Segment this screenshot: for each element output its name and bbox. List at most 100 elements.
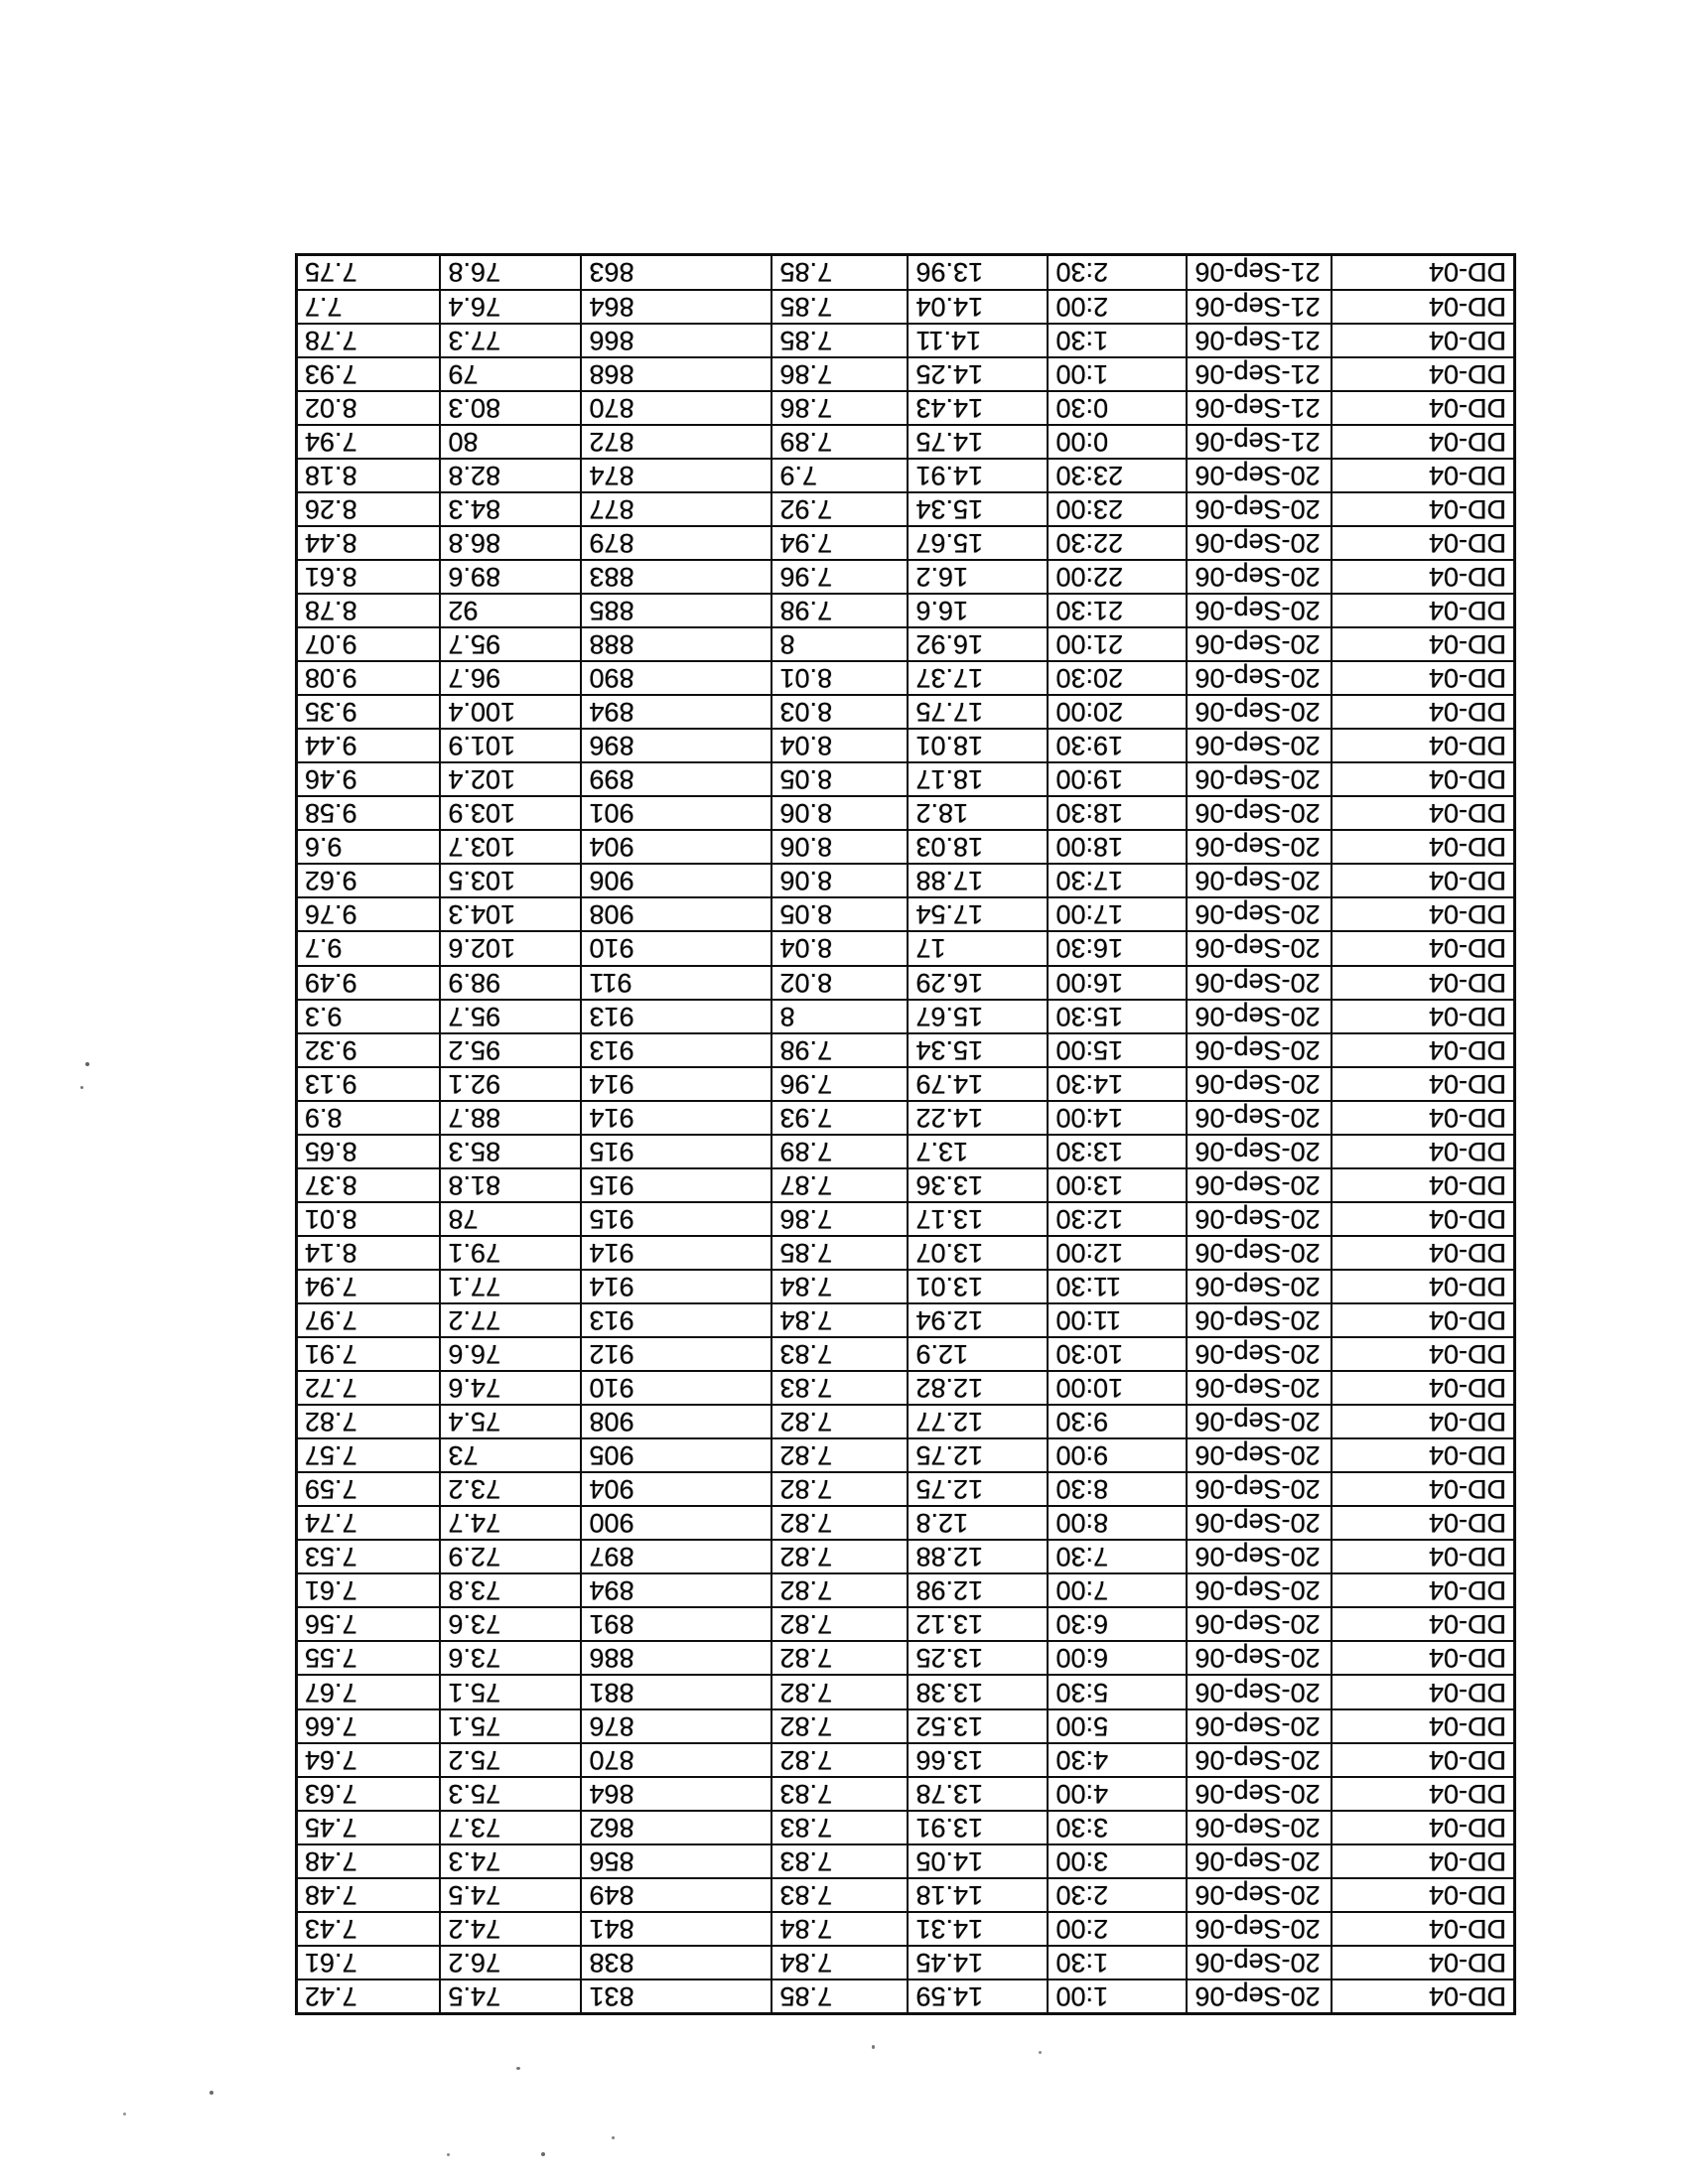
data-table: DD-04 20-Sep-06 1:00 14.59 7.85 831 74.5 7.42 DD… [295, 253, 1516, 2015]
cell: 894 [581, 695, 772, 730]
cell: 74.5 [440, 1979, 582, 2014]
cell: 15.34 [908, 1032, 1049, 1067]
cell: 14.31 [908, 1911, 1049, 1946]
cell: 17.37 [908, 661, 1049, 696]
cell: 14.04 [908, 289, 1049, 324]
cell: 6:00 [1048, 1641, 1188, 1676]
cell: 13.91 [908, 1810, 1049, 1844]
cell: 14:30 [1048, 1066, 1188, 1101]
cell: 20-Sep-06 [1187, 999, 1333, 1033]
cell: 20-Sep-06 [1187, 1911, 1333, 1946]
cell: 7.82 [772, 1472, 909, 1507]
table-row: DD-04 20-Sep-06 20:00 17.75 8.03 894 100.4 9.35 [296, 695, 1515, 730]
table-row: DD-04 20-Sep-06 13:00 13.36 7.87 915 81.8 8.37 [296, 1167, 1515, 1202]
cell: DD-04 [1332, 1810, 1515, 1844]
cell: 13:30 [1048, 1134, 1188, 1168]
cell: 7.74 [296, 1506, 441, 1541]
cell: 14.25 [908, 356, 1049, 391]
cell: DD-04 [1332, 1607, 1515, 1642]
cell: 7.78 [296, 323, 441, 357]
cell: 13.96 [908, 254, 1049, 290]
cell: 15:30 [1048, 999, 1188, 1033]
cell: 13.17 [908, 1201, 1049, 1236]
cell: 77.3 [440, 323, 582, 357]
table-row: DD-04 20-Sep-06 10:30 12.9 7.83 912 76.6 7.91 [296, 1337, 1515, 1372]
cell: 864 [581, 289, 772, 324]
cell: 7.85 [772, 1235, 909, 1270]
table-row: DD-04 20-Sep-06 3:00 14.05 7.83 856 74.3 7.48 [296, 1843, 1515, 1878]
cell: 1:30 [1048, 1945, 1188, 1979]
cell: 841 [581, 1911, 772, 1946]
cell: 883 [581, 559, 772, 594]
cell: 18.03 [908, 830, 1049, 865]
cell: 870 [581, 1742, 772, 1777]
cell: 905 [581, 1438, 772, 1473]
cell: 912 [581, 1337, 772, 1372]
cell: 15.34 [908, 491, 1049, 526]
table-row: DD-04 20-Sep-06 9:00 12.75 7.82 905 73 7.57 [296, 1438, 1515, 1473]
table-row: DD-04 20-Sep-06 17:00 17.54 8.05 908 104.3 9.76 [296, 897, 1515, 932]
cell: 17.54 [908, 897, 1049, 932]
cell: 0:30 [1048, 390, 1188, 425]
cell: 20-Sep-06 [1187, 627, 1333, 662]
cell: 73.7 [440, 1810, 582, 1844]
cell: 7.48 [296, 1843, 441, 1878]
cell: DD-04 [1332, 1371, 1515, 1406]
cell: 11:30 [1048, 1269, 1188, 1303]
cell: 7.48 [296, 1877, 441, 1912]
cell: 14.91 [908, 458, 1049, 492]
cell: DD-04 [1332, 897, 1515, 932]
table-row: DD-04 20-Sep-06 17:30 17.88 8.06 906 103.5 9.62 [296, 864, 1515, 898]
cell: 7:30 [1048, 1540, 1188, 1574]
cell: 8 [772, 999, 909, 1033]
cell: 74.7 [440, 1506, 582, 1541]
cell: 16.2 [908, 559, 1049, 594]
table-row: DD-04 20-Sep-06 6:30 13.12 7.82 891 73.6 7.56 [296, 1607, 1515, 1642]
cell: 21:00 [1048, 627, 1188, 662]
cell: 888 [581, 627, 772, 662]
table-row: DD-04 21-Sep-06 2:00 14.04 7.85 864 76.4 7.7 [296, 289, 1515, 324]
table-row: DD-04 20-Sep-06 5:00 13.52 7.82 876 75.1 7.66 [296, 1708, 1515, 1743]
cell: 9.35 [296, 695, 441, 730]
cell: 20-Sep-06 [1187, 1776, 1333, 1811]
cell: 13.38 [908, 1675, 1049, 1709]
cell: 21-Sep-06 [1187, 390, 1333, 425]
table-row: DD-04 20-Sep-06 14:30 14.79 7.96 914 92.1 9.13 [296, 1066, 1515, 1101]
cell: DD-04 [1332, 864, 1515, 898]
cell: 7.82 [772, 1675, 909, 1709]
cell: DD-04 [1332, 695, 1515, 730]
cell: 7.53 [296, 1540, 441, 1574]
cell: 9:00 [1048, 1438, 1188, 1473]
cell: 20-Sep-06 [1187, 729, 1333, 763]
cell: 863 [581, 254, 772, 290]
cell: 7:00 [1048, 1573, 1188, 1608]
cell: 885 [581, 594, 772, 628]
cell: DD-04 [1332, 289, 1515, 324]
cell: 7.59 [296, 1472, 441, 1507]
cell: 7.94 [296, 424, 441, 459]
cell: 831 [581, 1979, 772, 2014]
cell: 20-Sep-06 [1187, 661, 1333, 696]
cell: 21-Sep-06 [1187, 323, 1333, 357]
cell: 21-Sep-06 [1187, 254, 1333, 290]
cell: 104.3 [440, 897, 582, 932]
cell: 7.89 [772, 1134, 909, 1168]
scan-speck [872, 2045, 875, 2049]
cell: 2:30 [1048, 254, 1188, 290]
cell: 8.06 [772, 796, 909, 831]
cell: 102.4 [440, 762, 582, 797]
cell: 16.6 [908, 594, 1049, 628]
cell: 9.07 [296, 627, 441, 662]
cell: 870 [581, 390, 772, 425]
cell: 20-Sep-06 [1187, 1641, 1333, 1676]
table-row: DD-04 20-Sep-06 3:30 13.91 7.83 862 73.7 7.45 [296, 1810, 1515, 1844]
cell: 20-Sep-06 [1187, 1742, 1333, 1777]
cell: 7.98 [772, 1032, 909, 1067]
cell: 20-Sep-06 [1187, 1405, 1333, 1439]
cell: 20-Sep-06 [1187, 830, 1333, 865]
cell: 17 [908, 931, 1049, 966]
cell: 15:00 [1048, 1032, 1188, 1067]
cell: 1:00 [1048, 356, 1188, 391]
table-row: DD-04 20-Sep-06 11:00 12.94 7.84 913 77.2 7.97 [296, 1302, 1515, 1338]
